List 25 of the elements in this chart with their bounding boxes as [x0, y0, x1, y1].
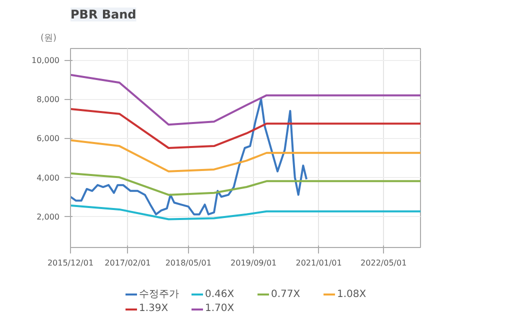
line-series — [70, 204, 420, 220]
x-tick-label: 2021/01/01 — [296, 258, 342, 268]
y-tick-label: 6,000 — [36, 134, 60, 144]
y-tick-label: 10,000 — [32, 56, 60, 66]
y-tick-label: 4,000 — [36, 173, 60, 182]
x-tick-label: 2018/05/01 — [165, 258, 212, 268]
legend-label: 1.39X — [139, 303, 170, 314]
x-tick-label: 2015/12/01 — [47, 258, 94, 268]
line-series — [70, 172, 420, 196]
y-tick-label: 8,000 — [36, 95, 60, 104]
y-tick-label: 2,000 — [36, 212, 60, 222]
line-series — [70, 108, 420, 149]
x-tick-label: 2019/09/01 — [230, 258, 277, 268]
legend-label: 수정주가 — [139, 288, 180, 301]
line-series — [70, 74, 420, 126]
y-axis-title: (원) — [40, 34, 57, 44]
legend-label: 0.77X — [271, 288, 302, 300]
legend-label: 1.70X — [205, 303, 236, 314]
legend-label: 0.46X — [205, 288, 236, 300]
x-tick-label: 2022/05/01 — [360, 258, 407, 268]
chart-title: PBR Band — [70, 8, 136, 22]
legend-label: 1.08X — [337, 288, 368, 300]
line-series — [70, 98, 308, 216]
line-series — [70, 139, 420, 172]
x-tick-label: 2017/02/01 — [104, 258, 151, 268]
